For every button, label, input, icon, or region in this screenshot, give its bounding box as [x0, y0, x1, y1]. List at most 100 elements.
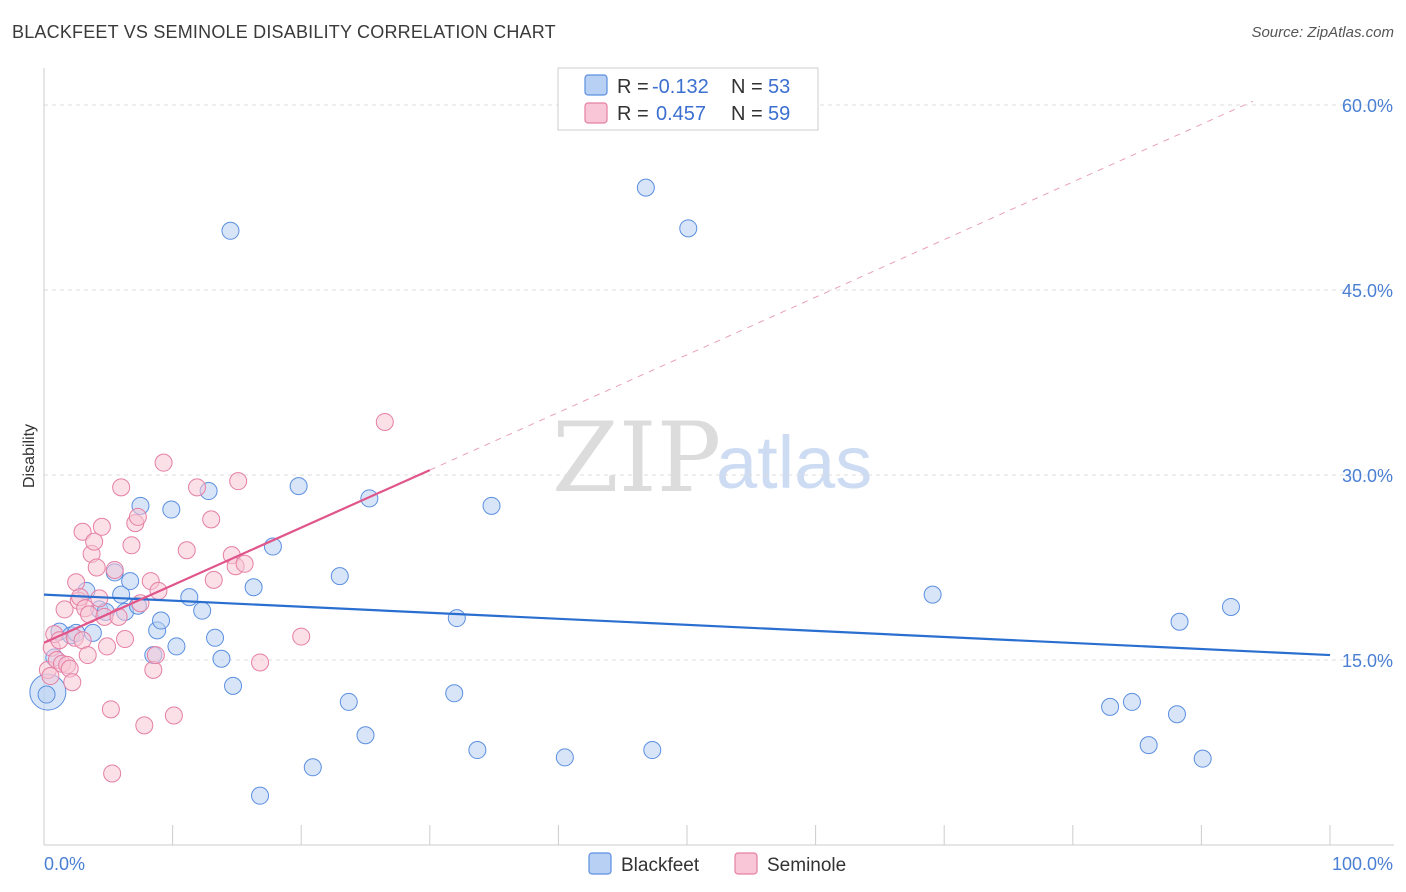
watermark-atlas: atlas	[716, 421, 872, 504]
blackfeet-point-37	[447, 609, 466, 628]
seminole-point-17	[73, 522, 92, 541]
legend-swatch-seminole	[584, 102, 608, 124]
trend-blackfeet	[43, 593, 1331, 657]
bottom-legend: Blackfeet Seminole	[588, 852, 846, 876]
seminole-point-52	[251, 653, 270, 672]
seminole-point-45	[188, 478, 207, 497]
bottom-legend-swatch-blackfeet	[588, 852, 612, 875]
blackfeet-point-42	[643, 741, 662, 760]
seminole-point-46	[202, 510, 221, 529]
y-axis-title: Disability	[21, 424, 38, 488]
seminole-point-44	[177, 541, 196, 560]
seminole-point-7	[55, 600, 74, 619]
blackfeet-point-40	[555, 748, 574, 767]
y-tick-label-30: 30.0%	[1342, 466, 1393, 486]
legend-r-value-seminole: 0.457	[656, 103, 706, 125]
legend-swatch-blackfeet	[584, 74, 608, 96]
seminole-point-35	[128, 507, 147, 526]
blackfeet-point-45	[1101, 697, 1120, 716]
blackfeet-point-19	[167, 637, 186, 656]
seminole-point-29	[105, 560, 124, 579]
watermark: ZIP atlas	[552, 402, 872, 514]
blackfeet-point-31	[303, 758, 322, 777]
seminole-point-26	[98, 637, 117, 656]
x-tick-label-min: 0.0%	[44, 854, 85, 874]
blackfeet-point-27	[244, 578, 263, 597]
seminole-point-1	[41, 667, 60, 686]
seminole-point-24	[92, 517, 111, 536]
blackfeet-point-38	[468, 741, 487, 760]
trend-seminole	[43, 469, 431, 644]
legend: R = -0.132 N = 53 R = 0.457 N = 59	[557, 67, 819, 131]
seminole-point-53	[292, 627, 311, 646]
legend-r-label-blackfeet: R =	[617, 76, 649, 98]
blackfeet-point-20	[180, 588, 199, 607]
seminole-point-37	[135, 716, 154, 735]
seminole-point-21	[85, 532, 104, 551]
legend-n-value-seminole: 59	[768, 103, 790, 125]
gridlines	[44, 104, 1394, 661]
legend-r-value-blackfeet: -0.132	[652, 76, 709, 98]
y-tick-label-45: 45.0%	[1342, 281, 1393, 301]
seminole-point-51	[235, 554, 254, 573]
seminole-point-22	[87, 558, 106, 577]
trend-seminole-extension	[429, 100, 1254, 471]
source-note: Source: ZipAtlas.com	[1251, 24, 1394, 41]
blackfeet-point-34	[356, 726, 375, 745]
seminole-point-42	[154, 453, 173, 472]
seminole-point-50	[229, 472, 248, 491]
seminole-point-39	[144, 660, 163, 679]
seminole-point-33	[122, 536, 141, 555]
x-tick-labels: 0.0% 100.0%	[44, 854, 1393, 874]
blackfeet-point-0	[37, 685, 56, 704]
seminole-point-47	[204, 570, 223, 589]
blackfeet-point-47	[1139, 736, 1158, 755]
axes	[43, 68, 1394, 846]
bottom-legend-label-seminole: Seminole	[767, 855, 846, 876]
blackfeet-point-49	[1170, 612, 1189, 631]
blackfeet-point-48	[1167, 705, 1186, 724]
blackfeet-point-24	[212, 649, 231, 668]
seminole-point-40	[146, 646, 165, 665]
legend-n-label-seminole: N =	[731, 103, 763, 125]
blackfeet-point-23	[206, 628, 225, 647]
blackfeet-point-46	[1122, 692, 1141, 711]
blackfeet-point-43	[679, 219, 698, 238]
seminole-point-27	[101, 700, 120, 719]
blackfeet-point-30	[289, 477, 308, 496]
legend-r-label-seminole: R =	[617, 103, 649, 125]
bottom-legend-label-blackfeet: Blackfeet	[621, 855, 700, 876]
watermark-zip: ZIP	[552, 402, 721, 514]
blackfeet-point-17	[152, 611, 171, 630]
y-tick-label-60: 60.0%	[1342, 96, 1393, 116]
blackfeet-point-21	[193, 601, 212, 620]
blackfeet-point-50	[1193, 749, 1212, 768]
x-tick-label-max: 100.0%	[1332, 854, 1393, 874]
blackfeet-point-35	[360, 489, 379, 508]
blackfeet-point-33	[339, 692, 358, 711]
blackfeet-point-39	[482, 496, 501, 515]
blackfeet-point-41	[636, 178, 655, 197]
blackfeet-point-51	[1221, 597, 1240, 616]
blackfeet-point-32	[330, 567, 349, 586]
blackfeet-point-44	[923, 585, 942, 604]
bottom-legend-swatch-seminole	[734, 852, 758, 875]
seminole-point-54	[375, 412, 394, 431]
blackfeet-point-25	[221, 221, 240, 240]
blackfeet-point-18	[162, 500, 181, 519]
seminole-point-28	[103, 764, 122, 783]
blackfeet-point-36	[445, 684, 464, 703]
y-tick-label-15: 15.0%	[1342, 651, 1393, 671]
blackfeet-point-12	[121, 572, 140, 591]
seminole-point-32	[116, 630, 135, 649]
legend-n-value-blackfeet: 53	[768, 76, 790, 98]
trend-lines	[43, 100, 1331, 657]
seminole-point-31	[112, 478, 131, 497]
blackfeet-point-26	[224, 676, 243, 695]
chart-title: BLACKFEET VS SEMINOLE DISABILITY CORRELA…	[12, 22, 556, 42]
legend-n-label-blackfeet: N =	[731, 76, 763, 98]
y-tick-labels: 15.0% 30.0% 45.0% 60.0%	[1342, 96, 1393, 671]
seminole-point-10	[63, 673, 82, 692]
series-blackfeet	[29, 178, 1240, 805]
